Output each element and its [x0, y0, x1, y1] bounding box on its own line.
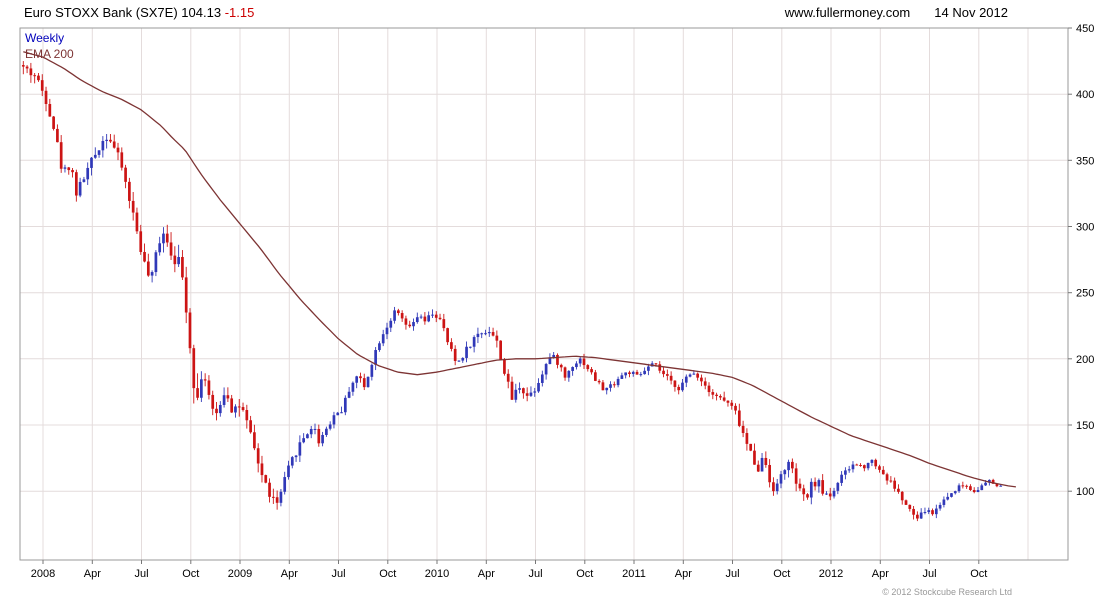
- instrument-title: Euro STOXX Bank (SX7E): [24, 5, 178, 20]
- svg-text:250: 250: [1076, 288, 1094, 300]
- timeframe-label: Weekly: [25, 31, 65, 45]
- last-price: 104.13: [181, 5, 222, 20]
- ema-indicator-label: EMA 200: [25, 47, 74, 61]
- svg-text:Oct: Oct: [970, 568, 987, 580]
- chart-date: 14 Nov 2012: [934, 5, 1008, 20]
- svg-text:Apr: Apr: [872, 568, 889, 580]
- svg-text:Apr: Apr: [675, 568, 692, 580]
- svg-text:Oct: Oct: [773, 568, 790, 580]
- svg-text:100: 100: [1076, 486, 1094, 498]
- svg-text:2011: 2011: [622, 568, 646, 580]
- svg-text:450: 450: [1076, 23, 1094, 35]
- svg-text:Jul: Jul: [331, 568, 345, 580]
- svg-text:2012: 2012: [819, 568, 843, 580]
- svg-text:200: 200: [1076, 354, 1094, 366]
- svg-text:300: 300: [1076, 222, 1094, 234]
- svg-text:400: 400: [1076, 89, 1094, 101]
- svg-text:2008: 2008: [31, 568, 55, 580]
- svg-text:Oct: Oct: [576, 568, 593, 580]
- svg-text:Oct: Oct: [379, 568, 396, 580]
- svg-text:150: 150: [1076, 420, 1094, 432]
- site-link[interactable]: www.fullermoney.com: [784, 5, 911, 20]
- svg-text:Apr: Apr: [478, 568, 495, 580]
- svg-text:Apr: Apr: [84, 568, 101, 580]
- svg-text:Oct: Oct: [182, 568, 199, 580]
- svg-text:Jul: Jul: [725, 568, 739, 580]
- svg-text:Jul: Jul: [134, 568, 148, 580]
- svg-text:Jul: Jul: [922, 568, 936, 580]
- chart-header: Euro STOXX Bank (SX7E) 104.13 -1.15: [24, 5, 254, 20]
- svg-text:2010: 2010: [425, 568, 449, 580]
- price-change: -1.15: [224, 5, 255, 20]
- svg-text:Apr: Apr: [281, 568, 298, 580]
- svg-text:350: 350: [1076, 155, 1094, 167]
- chart-legend: Weekly EMA 200: [25, 30, 74, 62]
- svg-text:Jul: Jul: [528, 568, 542, 580]
- copyright-notice: © 2012 Stockcube Research Ltd: [882, 587, 1012, 597]
- svg-text:2009: 2009: [228, 568, 252, 580]
- header-right: www.fullermoney.com 14 Nov 2012: [785, 5, 1008, 20]
